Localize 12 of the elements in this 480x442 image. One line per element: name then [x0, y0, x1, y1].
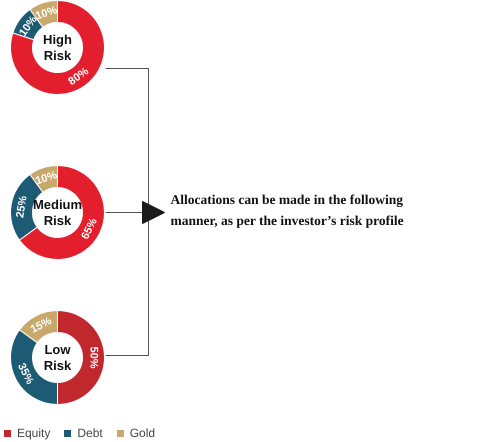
data-label: 15% [28, 314, 54, 336]
data-label: 10% [34, 169, 59, 188]
legend-label: Equity [17, 426, 50, 440]
legend-label: Debt [77, 426, 103, 440]
legend-label: Gold [130, 426, 156, 440]
text: High Risk [43, 32, 72, 63]
text: Allocations can be made in the following manner, as per the investor’s risk profile [170, 192, 404, 228]
text: Low Risk [44, 342, 72, 373]
data-label: 50% [88, 346, 100, 369]
data-label: 35% [15, 361, 36, 387]
data-label: 80% [66, 65, 92, 88]
data-label: 25% [14, 194, 30, 219]
